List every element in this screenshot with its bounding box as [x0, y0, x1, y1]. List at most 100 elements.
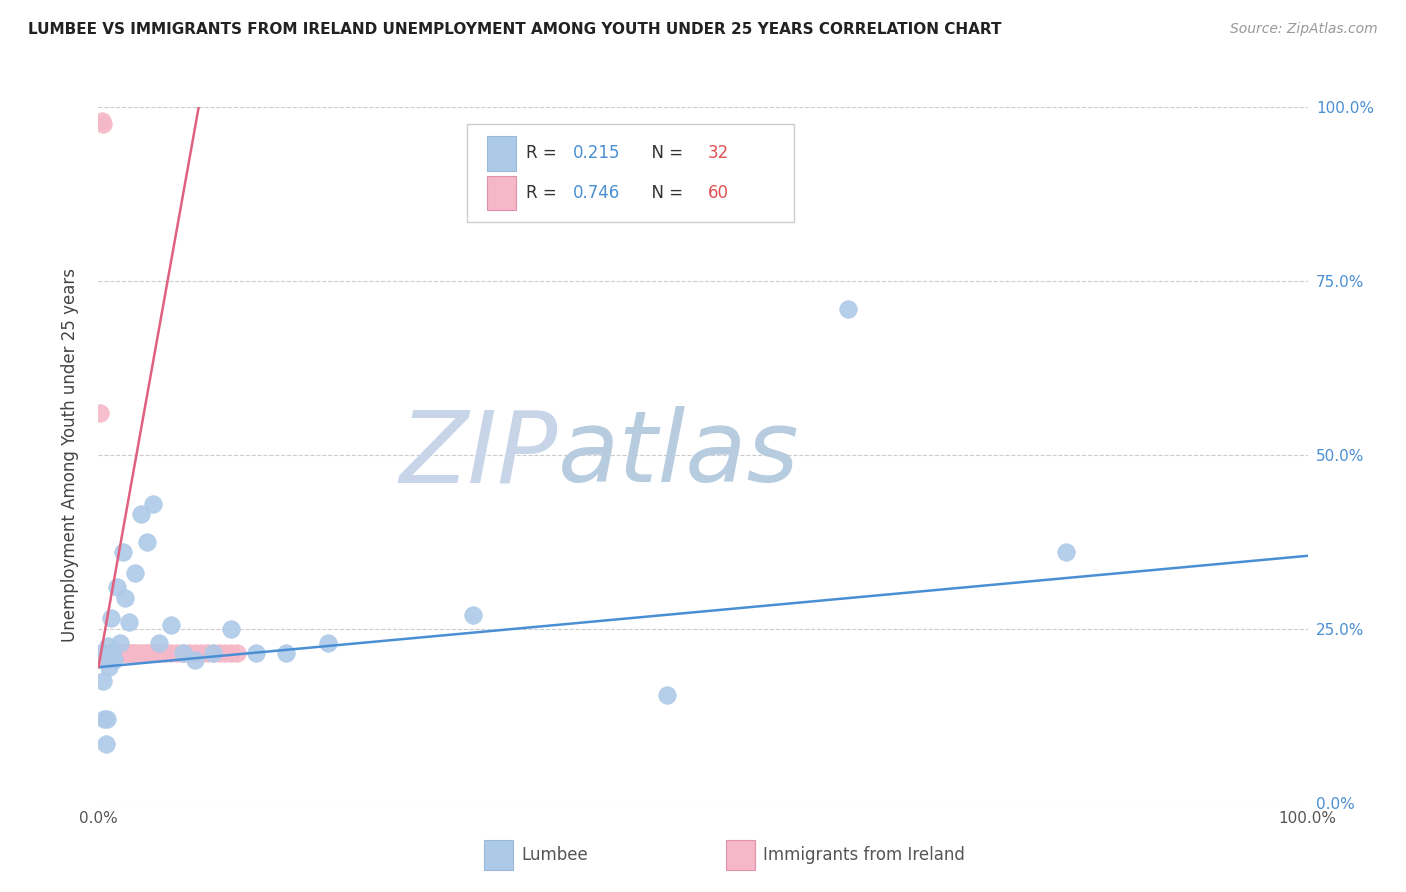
Point — [138, 646, 160, 660]
Text: N =: N = — [641, 184, 689, 202]
Point — [96, 712, 118, 726]
Point — [124, 566, 146, 581]
Point — [129, 507, 152, 521]
Point — [91, 117, 114, 131]
Point — [108, 646, 131, 660]
Point — [105, 646, 128, 660]
Point — [96, 646, 118, 660]
Point — [142, 646, 165, 660]
Point — [91, 114, 114, 128]
Point — [274, 646, 297, 660]
Point — [96, 646, 118, 660]
Point — [100, 646, 122, 660]
Point — [148, 636, 170, 650]
FancyBboxPatch shape — [467, 124, 793, 222]
Point — [91, 646, 114, 660]
Point — [1054, 545, 1077, 559]
Point — [105, 580, 128, 594]
Point — [104, 646, 127, 660]
Text: atlas: atlas — [558, 407, 800, 503]
Text: 0.746: 0.746 — [572, 184, 620, 202]
Text: Immigrants from Ireland: Immigrants from Ireland — [763, 846, 966, 864]
Text: 60: 60 — [707, 184, 728, 202]
Point — [226, 646, 249, 660]
Point — [160, 646, 183, 660]
Point — [97, 639, 120, 653]
Point — [108, 646, 131, 660]
Point — [214, 646, 236, 660]
Point — [129, 646, 152, 660]
Point — [91, 646, 114, 660]
Point — [202, 646, 225, 660]
Point — [94, 737, 117, 751]
Point — [208, 646, 231, 660]
Point — [142, 497, 165, 511]
Point — [316, 636, 339, 650]
Point — [202, 646, 225, 660]
Text: Source: ZipAtlas.com: Source: ZipAtlas.com — [1230, 22, 1378, 37]
Point — [179, 646, 201, 660]
Point — [110, 646, 132, 660]
Point — [114, 591, 136, 605]
Point — [93, 646, 115, 660]
Point — [111, 545, 134, 559]
FancyBboxPatch shape — [486, 176, 516, 211]
Text: N =: N = — [641, 145, 689, 162]
Text: 0.215: 0.215 — [572, 145, 620, 162]
Point — [184, 646, 207, 660]
Point — [93, 653, 115, 667]
Point — [107, 646, 129, 660]
Point — [463, 607, 485, 622]
Point — [97, 646, 120, 660]
Text: 32: 32 — [707, 145, 730, 162]
Point — [134, 646, 156, 660]
Point — [98, 660, 121, 674]
Point — [108, 636, 131, 650]
Point — [153, 646, 176, 660]
Point — [111, 646, 134, 660]
Point — [190, 646, 212, 660]
Point — [91, 674, 114, 689]
Point — [837, 301, 859, 316]
Text: ZIP: ZIP — [399, 407, 558, 503]
Point — [114, 646, 136, 660]
Point — [101, 646, 124, 660]
Point — [245, 646, 267, 660]
Point — [93, 712, 115, 726]
Text: R =: R = — [526, 184, 562, 202]
Point — [166, 646, 188, 660]
Text: LUMBEE VS IMMIGRANTS FROM IRELAND UNEMPLOYMENT AMONG YOUTH UNDER 25 YEARS CORREL: LUMBEE VS IMMIGRANTS FROM IRELAND UNEMPL… — [28, 22, 1001, 37]
Point — [89, 406, 111, 420]
Point — [100, 646, 122, 660]
Point — [145, 646, 167, 660]
Point — [104, 646, 127, 660]
Point — [100, 646, 122, 660]
Point — [135, 646, 157, 660]
Point — [103, 646, 125, 660]
Text: R =: R = — [526, 145, 562, 162]
Point — [118, 646, 141, 660]
Point — [97, 646, 120, 660]
Point — [121, 646, 143, 660]
Point — [103, 653, 125, 667]
Point — [105, 646, 128, 660]
Point — [91, 646, 114, 660]
Point — [100, 646, 122, 660]
Y-axis label: Unemployment Among Youth under 25 years: Unemployment Among Youth under 25 years — [60, 268, 79, 642]
Point — [655, 688, 678, 702]
Point — [103, 646, 125, 660]
Point — [101, 646, 124, 660]
Point — [100, 611, 122, 625]
FancyBboxPatch shape — [486, 136, 516, 170]
Point — [221, 622, 243, 636]
Point — [135, 535, 157, 549]
Point — [124, 646, 146, 660]
Point — [127, 646, 149, 660]
Point — [148, 646, 170, 660]
FancyBboxPatch shape — [484, 840, 513, 870]
Point — [91, 646, 114, 660]
Point — [172, 646, 194, 660]
Point — [195, 646, 218, 660]
Point — [112, 646, 135, 660]
Point — [118, 615, 141, 629]
